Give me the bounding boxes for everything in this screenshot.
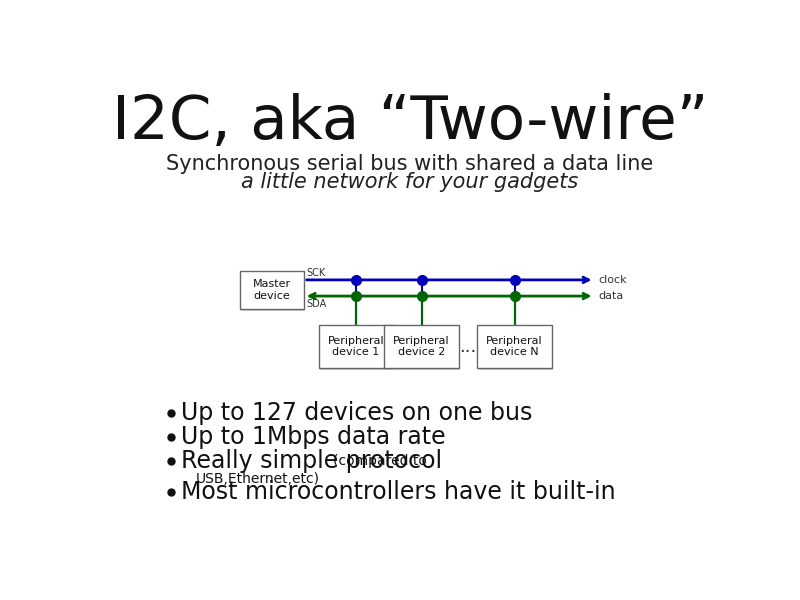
- Text: a little network for your gadgets: a little network for your gadgets: [242, 172, 578, 192]
- Text: SDA: SDA: [306, 299, 326, 309]
- Text: USB,Ethernet,etc): USB,Ethernet,etc): [195, 472, 319, 485]
- Text: clock: clock: [598, 275, 627, 285]
- Text: Most microcontrollers have it built-in: Most microcontrollers have it built-in: [182, 481, 616, 505]
- Text: SCK: SCK: [306, 268, 326, 278]
- Text: ...: ...: [459, 338, 477, 356]
- FancyBboxPatch shape: [320, 326, 394, 370]
- FancyBboxPatch shape: [239, 271, 304, 309]
- Text: data: data: [598, 291, 623, 301]
- FancyBboxPatch shape: [478, 325, 552, 368]
- Text: Up to 1Mbps data rate: Up to 1Mbps data rate: [182, 425, 446, 449]
- Text: Peripheral
device 1: Peripheral device 1: [327, 336, 384, 358]
- Text: Peripheral
device N: Peripheral device N: [486, 336, 543, 358]
- Text: I2C, aka “Two-wire”: I2C, aka “Two-wire”: [112, 92, 708, 152]
- FancyBboxPatch shape: [479, 326, 554, 370]
- FancyBboxPatch shape: [318, 325, 393, 368]
- Text: Synchronous serial bus with shared a data line: Synchronous serial bus with shared a dat…: [166, 154, 654, 175]
- Text: Really simple protocol: Really simple protocol: [182, 449, 450, 473]
- Text: (compared to: (compared to: [334, 454, 427, 468]
- FancyBboxPatch shape: [241, 272, 306, 311]
- FancyBboxPatch shape: [385, 325, 459, 368]
- Text: Peripheral
device 2: Peripheral device 2: [394, 336, 450, 358]
- Text: Up to 127 devices on one bus: Up to 127 devices on one bus: [182, 401, 533, 425]
- Text: Master
device: Master device: [253, 279, 290, 301]
- FancyBboxPatch shape: [386, 326, 460, 370]
